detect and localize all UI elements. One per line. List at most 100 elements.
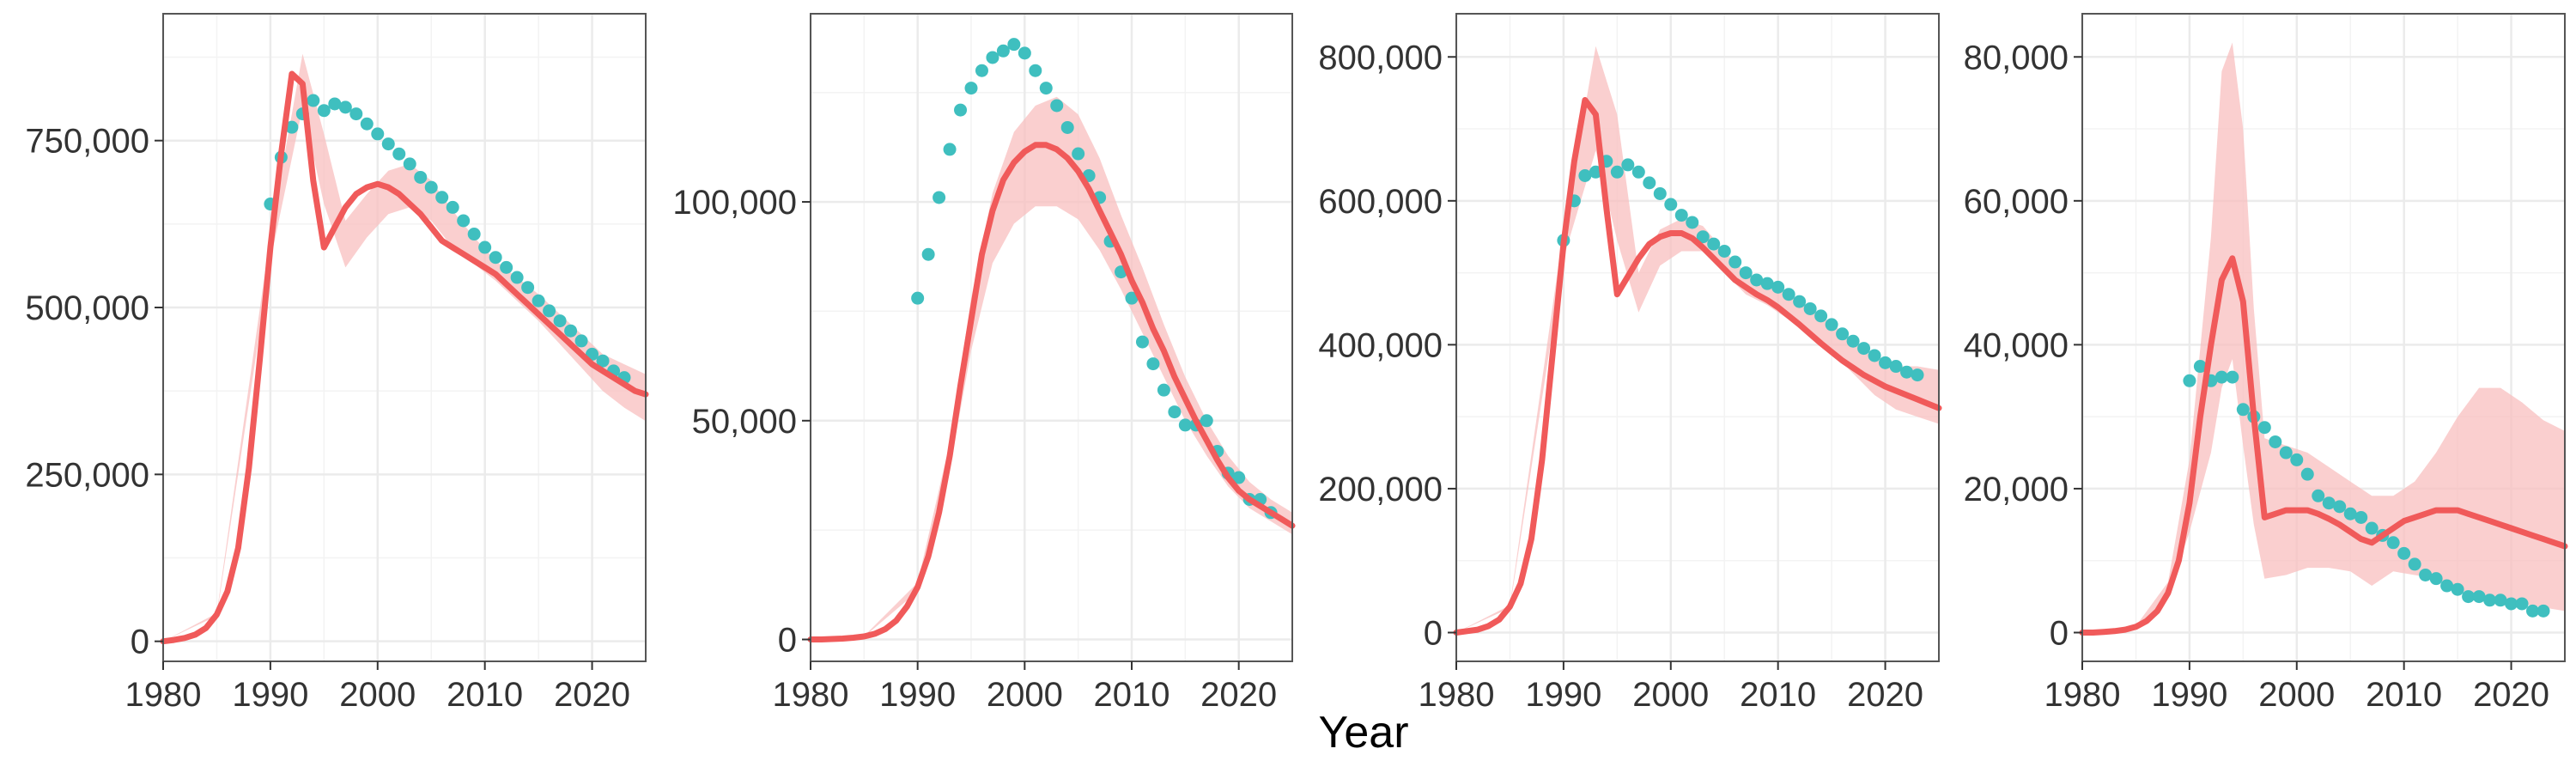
data-point (2183, 374, 2196, 387)
data-point (1857, 342, 1871, 356)
y-tick-label: 400,000 (1318, 326, 1443, 364)
data-point (489, 251, 502, 265)
data-point (1674, 209, 1688, 222)
plot-frame (810, 13, 1293, 662)
data-point (543, 304, 556, 318)
data-point (2451, 582, 2464, 596)
x-tick-label: 1980 (1419, 676, 1495, 714)
data-point (1178, 418, 1192, 432)
data-point (2397, 546, 2411, 560)
data-point (1728, 255, 1742, 269)
data-point (435, 191, 449, 204)
data-point (307, 94, 320, 107)
data-point (553, 314, 567, 328)
data-point (1018, 46, 1031, 60)
data-point (2472, 590, 2486, 604)
confidence-band (811, 96, 1292, 640)
y-tick-label: 40,000 (1964, 326, 2069, 364)
data-point (457, 214, 471, 228)
data-point (1760, 277, 1774, 290)
panels: 0 250,000 500,000 750,000 1980 1990 2000 2010 20… (25, 13, 2568, 714)
model-line (807, 142, 1296, 642)
x-tick-label: 1980 (2044, 676, 2121, 714)
x-tick-label: 2000 (1632, 676, 1709, 714)
x-tick-label: 2010 (447, 676, 523, 714)
data-point (1072, 147, 1085, 161)
data-point (1643, 176, 1656, 190)
data-point (1060, 120, 1074, 134)
data-point (1696, 230, 1710, 244)
y-tick-label: 20,000 (1964, 471, 2069, 508)
data-point (1793, 295, 1807, 308)
data-point (2279, 446, 2293, 460)
x-tick-label: 2000 (2258, 676, 2335, 714)
data-point (1631, 165, 1645, 179)
data-point (414, 170, 428, 184)
data-point (532, 294, 545, 307)
data-point (1771, 280, 1785, 294)
data-point (521, 281, 535, 295)
x-tick-label: 2020 (1847, 676, 1923, 714)
x-tick-label: 2010 (1740, 676, 1816, 714)
data-point (1232, 471, 1246, 484)
confidence-band (163, 53, 646, 642)
data-point (403, 157, 416, 171)
data-point (1739, 266, 1753, 280)
data-point (1868, 349, 1881, 362)
x-tick-label: 2020 (554, 676, 630, 714)
data-point (2322, 496, 2336, 510)
data-point (2312, 489, 2325, 502)
data-point (1039, 82, 1053, 95)
confidence-band (2082, 42, 2565, 633)
data-point (564, 324, 578, 338)
data-point (986, 51, 999, 64)
data-point (2408, 557, 2421, 571)
plot-frame (162, 13, 647, 662)
data-point (1707, 237, 1721, 251)
data-point (1911, 368, 1924, 382)
data-point (2494, 593, 2507, 607)
data-point (2440, 579, 2454, 593)
data-point (285, 120, 299, 134)
data-point (2419, 568, 2433, 581)
y-tick-label: 0 (2050, 614, 2069, 652)
data-point (1836, 327, 1850, 341)
data-point (2269, 435, 2282, 448)
data-point (392, 147, 406, 161)
data-point (2290, 453, 2304, 466)
data-point (2462, 590, 2476, 604)
chart-panel-2: 0 50,000 100,000 1980 1990 2000 2010 2020 (672, 13, 1296, 714)
x-axis-label: Year (1318, 708, 1408, 758)
data-point (2505, 597, 2518, 611)
observed-points (911, 38, 1278, 520)
data-point (2333, 500, 2347, 514)
x-tick-label: 1990 (2151, 676, 2227, 714)
data-point (510, 271, 524, 284)
data-point (921, 247, 935, 261)
y-tick-label: 0 (131, 624, 149, 661)
data-point (1200, 414, 1213, 428)
data-point (2386, 536, 2400, 550)
model-line (1453, 97, 1942, 636)
data-point (478, 240, 492, 254)
data-point (1578, 169, 1592, 182)
data-point (1825, 318, 1838, 332)
data-point (1007, 38, 1021, 52)
data-point (2193, 360, 2207, 374)
y-tick-label: 0 (1424, 614, 1443, 652)
y-tick-label: 0 (778, 622, 797, 660)
data-point (1029, 64, 1042, 77)
data-point (975, 64, 988, 77)
data-point (2257, 421, 2271, 435)
y-tick-label: 60,000 (1964, 183, 2069, 221)
x-tick-label: 1990 (232, 676, 308, 714)
data-point (2343, 507, 2357, 520)
x-tick-label: 2000 (339, 676, 416, 714)
data-point (964, 82, 978, 95)
y-tick-label: 750,000 (25, 123, 149, 161)
data-point (911, 291, 925, 305)
x-tick-label: 2010 (1094, 676, 1170, 714)
data-point (360, 117, 374, 131)
data-point (1157, 383, 1170, 397)
